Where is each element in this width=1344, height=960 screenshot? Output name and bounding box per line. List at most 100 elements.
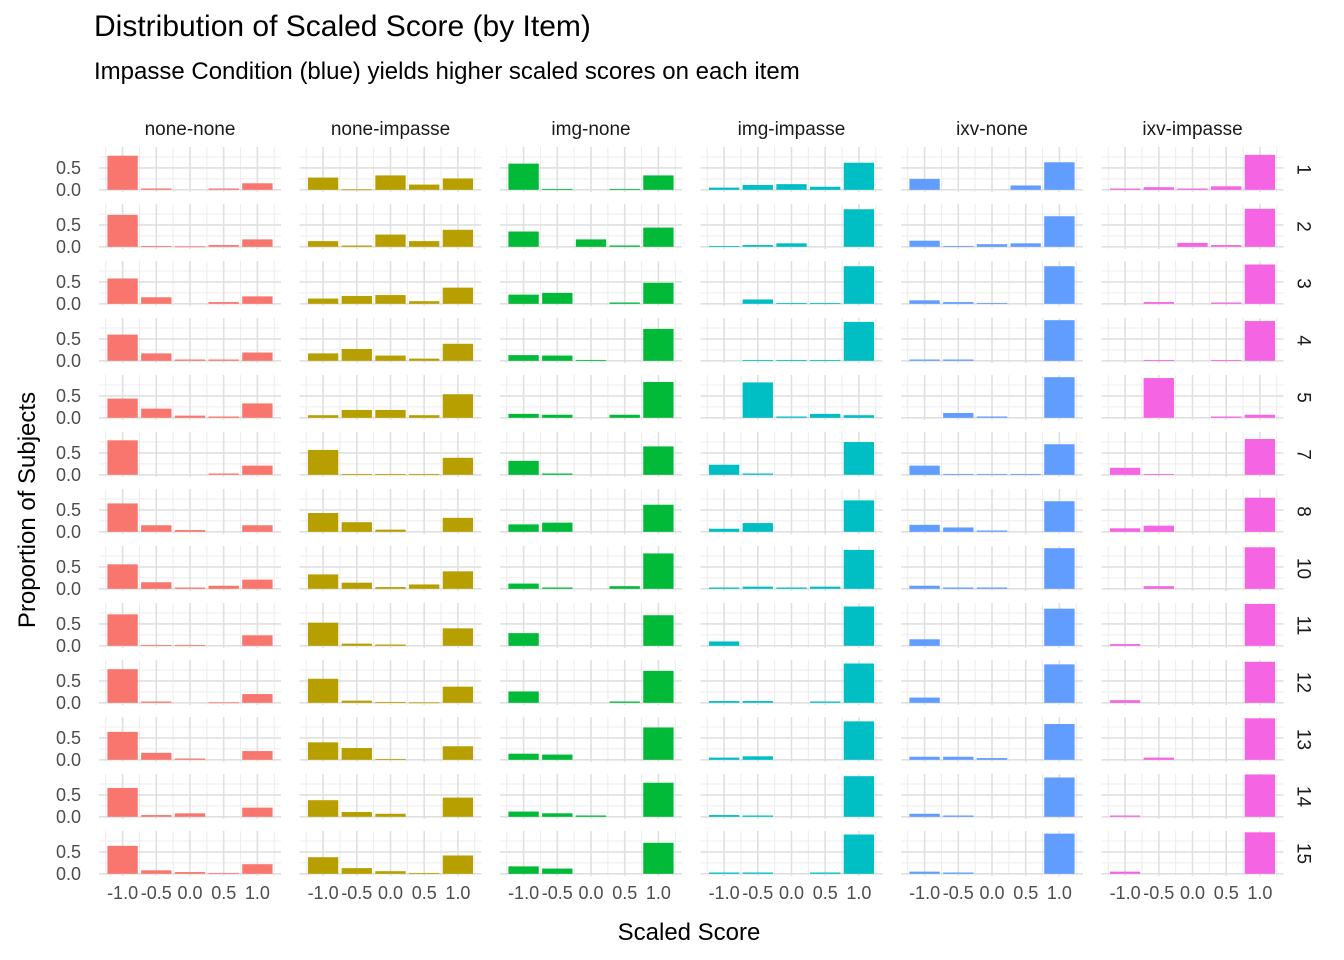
x-tick-label: 0.0 [779, 883, 804, 903]
bar-none-none-item-10-1.0 [242, 579, 273, 589]
bar-img-none-item-5-0.5 [609, 414, 640, 418]
bar-none-impasse-item-13-1.0 [442, 746, 474, 760]
bar-ixv-none-item-5-0.0 [976, 416, 1008, 418]
bar-none-impasse-item-5--1.0 [307, 415, 339, 418]
bar-img-none-item-11-1.0 [643, 615, 674, 646]
bar-ixv-none-item-3-1.0 [1044, 266, 1075, 304]
bar-ixv-none-item-14--0.5 [943, 815, 974, 817]
bar-ixv-impasse-item-1--0.5 [1143, 187, 1174, 190]
bar-none-impasse-item-4--1.0 [307, 353, 339, 361]
x-tick-label: 0.0 [1180, 883, 1205, 903]
bar-ixv-none-item-10--1.0 [909, 585, 940, 589]
bar-img-none-item-8--0.5 [542, 522, 573, 532]
bar-img-none-item-5--1.0 [508, 413, 539, 418]
bar-none-impasse-item-4--0.5 [341, 349, 372, 361]
bar-none-none-item-10-0.0 [174, 587, 206, 589]
bar-ixv-none-item-14-1.0 [1044, 777, 1075, 817]
bar-ixv-none-item-2-0.5 [1010, 243, 1041, 247]
y-tick-label: 0.0 [56, 180, 81, 200]
bar-none-impasse-item-15-0.5 [409, 872, 440, 874]
bar-none-impasse-item-8-0.0 [375, 529, 406, 532]
bar-img-impasse-item-4-1.0 [843, 321, 875, 361]
bar-img-impasse-item-5--0.5 [742, 382, 773, 418]
bar-none-impasse-item-13-0.0 [375, 758, 406, 760]
bar-ixv-none-item-15--1.0 [909, 871, 940, 874]
y-tick-label: 0.0 [56, 636, 81, 656]
bar-none-impasse-item-15--1.0 [307, 857, 339, 874]
bar-img-impasse-item-5-0.5 [810, 413, 841, 418]
bar-ixv-impasse-item-5--0.5 [1143, 378, 1174, 418]
bar-none-impasse-item-4-0.5 [409, 358, 440, 361]
bar-ixv-none-item-15--0.5 [943, 872, 974, 874]
bar-none-impasse-item-11--0.5 [341, 643, 372, 646]
bar-ixv-impasse-item-4-0.5 [1211, 359, 1242, 361]
bar-none-impasse-item-7-0.0 [375, 473, 406, 475]
bar-img-impasse-item-2--1.0 [708, 245, 740, 247]
bar-ixv-none-item-4--1.0 [909, 359, 940, 361]
bar-ixv-impasse-item-15--1.0 [1109, 871, 1141, 874]
bar-ixv-none-item-1-1.0 [1044, 162, 1075, 190]
bar-ixv-none-item-2--0.5 [943, 245, 974, 247]
y-tick-label: 0.0 [56, 465, 81, 485]
y-tick-label: 0.5 [56, 842, 81, 862]
bar-none-none-item-7-1.0 [242, 465, 273, 475]
bar-none-none-item-7-0.5 [208, 473, 239, 475]
bar-ixv-impasse-item-7--0.5 [1143, 473, 1174, 475]
bar-ixv-impasse-item-2-0.5 [1211, 245, 1242, 247]
bar-ixv-impasse-item-4--0.5 [1143, 359, 1174, 361]
bar-ixv-impasse-item-11-1.0 [1244, 603, 1276, 646]
bar-img-impasse-item-2-0.0 [776, 243, 807, 247]
x-tick-label: 1.0 [445, 883, 470, 903]
bar-img-none-item-3--0.5 [542, 292, 573, 304]
x-tick-label: 0.5 [211, 883, 236, 903]
bar-img-none-item-4-1.0 [643, 328, 674, 361]
bar-img-none-item-5-1.0 [643, 381, 674, 418]
bar-none-none-item-3--1.0 [107, 278, 138, 304]
bar-none-impasse-item-2-1.0 [442, 229, 474, 247]
bar-none-none-item-13-1.0 [242, 751, 273, 760]
bar-ixv-impasse-item-13--0.5 [1143, 757, 1174, 760]
y-tick-label: 0.0 [56, 351, 81, 371]
bar-img-none-item-3--1.0 [508, 294, 539, 304]
bar-none-impasse-item-14--0.5 [341, 812, 372, 817]
facet-label-img-none: img-none [551, 119, 630, 140]
y-tick-label: 0.0 [56, 294, 81, 314]
bar-none-impasse-item-12-1.0 [442, 686, 474, 703]
bar-none-none-item-4--0.5 [141, 353, 172, 361]
bar-none-impasse-item-15-1.0 [442, 855, 474, 874]
bar-none-impasse-item-8--0.5 [341, 522, 372, 532]
bar-img-none-item-2-1.0 [643, 227, 674, 247]
bar-none-impasse-item-7--1.0 [307, 449, 339, 475]
bar-img-impasse-item-13--1.0 [708, 757, 740, 760]
bar-img-none-item-8--1.0 [508, 524, 539, 532]
x-tick-label: -0.5 [542, 883, 573, 903]
bar-img-none-item-12--1.0 [508, 691, 539, 703]
bar-none-impasse-item-2--1.0 [307, 241, 339, 247]
x-tick-label: 0.5 [813, 883, 838, 903]
bar-none-impasse-item-5--0.5 [341, 409, 372, 418]
bar-img-impasse-item-14--1.0 [708, 815, 740, 817]
bar-none-none-item-3--0.5 [141, 297, 172, 304]
bar-img-none-item-14-1.0 [643, 782, 674, 817]
y-tick-label: 0.5 [56, 443, 81, 463]
facet-label-row-4: 4 [1293, 335, 1314, 346]
bar-ixv-impasse-item-11--1.0 [1109, 644, 1141, 646]
bar-ixv-none-item-2--1.0 [909, 240, 940, 247]
bar-ixv-none-item-13-0.0 [976, 758, 1008, 760]
bar-img-impasse-item-3--0.5 [742, 299, 773, 304]
y-tick-label: 0.0 [56, 522, 81, 542]
x-tick-label: -1.0 [709, 883, 740, 903]
bar-ixv-none-item-7-0.0 [976, 473, 1008, 475]
y-tick-label: 0.5 [56, 386, 81, 406]
bar-img-impasse-item-7--0.5 [742, 473, 773, 475]
bar-ixv-none-item-1--1.0 [909, 178, 940, 190]
facet-label-row-5: 5 [1293, 392, 1314, 403]
bar-none-none-item-7--1.0 [107, 440, 138, 475]
bar-ixv-impasse-item-3--0.5 [1143, 302, 1174, 304]
bar-none-none-item-11--0.5 [141, 644, 172, 646]
bar-none-none-item-13--1.0 [107, 731, 138, 760]
x-tick-label: 1.0 [245, 883, 270, 903]
bar-img-impasse-item-12--1.0 [708, 701, 740, 703]
x-tick-label: -0.5 [141, 883, 172, 903]
y-tick-label: 0.0 [56, 693, 81, 713]
